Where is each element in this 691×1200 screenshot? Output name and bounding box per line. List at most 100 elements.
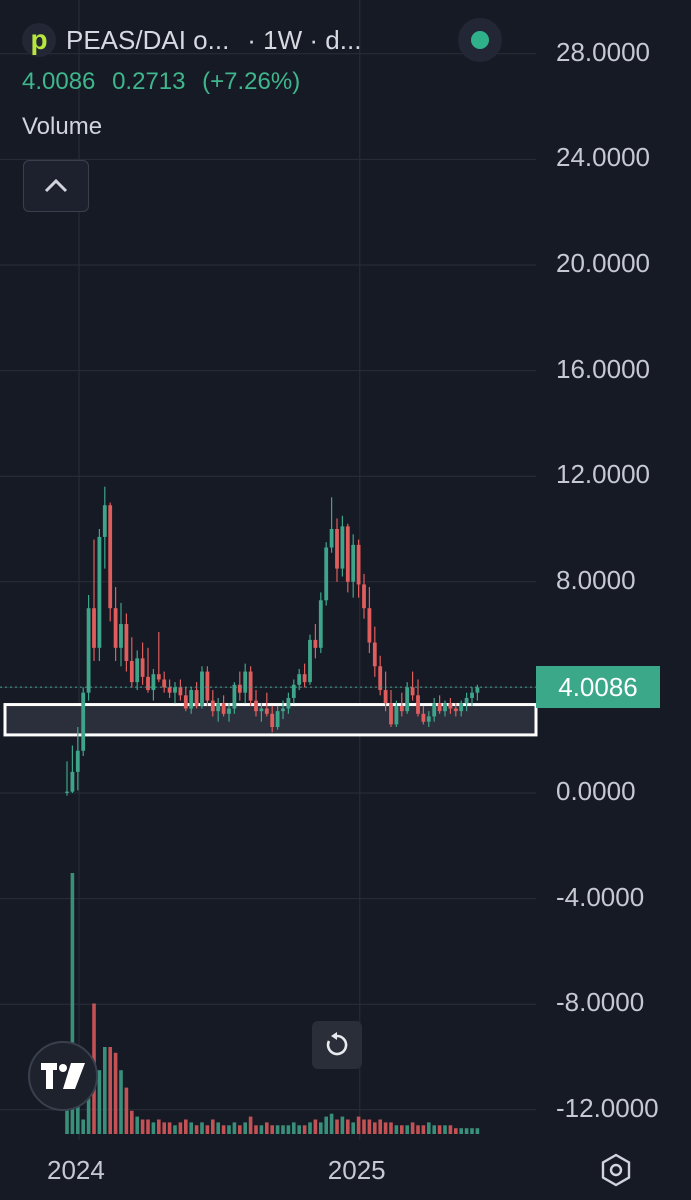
- market-status-indicator[interactable]: [458, 18, 502, 62]
- candle-body: [329, 529, 334, 548]
- candle: [151, 668, 156, 701]
- volume-bar: [200, 1122, 204, 1134]
- candle-body: [129, 661, 134, 683]
- candle-body: [205, 671, 210, 701]
- candle-body: [470, 692, 474, 698]
- candle: [167, 679, 172, 698]
- candle-body: [210, 700, 215, 712]
- volume-bar: [221, 1125, 226, 1134]
- candle: [248, 666, 253, 706]
- candle-body: [178, 687, 183, 696]
- last-price-tag: 4.0086: [536, 666, 660, 708]
- volume-bar: [243, 1122, 247, 1134]
- candle: [119, 602, 123, 667]
- candle-body: [167, 687, 172, 693]
- candle-body: [140, 658, 145, 677]
- candle-body: [259, 708, 264, 712]
- candle-body: [345, 526, 350, 582]
- candle: [81, 687, 86, 757]
- candle-body: [221, 703, 226, 714]
- candle-body: [135, 658, 140, 683]
- volume-bar: [400, 1125, 404, 1134]
- candle: [318, 592, 323, 654]
- candle-body: [389, 703, 393, 725]
- volume-bar: [346, 1119, 350, 1134]
- volume-bar: [248, 1116, 253, 1134]
- volume-bar: [227, 1125, 231, 1134]
- volume-bar: [475, 1128, 480, 1134]
- candle-body: [291, 684, 296, 698]
- candle: [437, 695, 442, 714]
- volume-bar: [432, 1125, 436, 1134]
- volume-bar: [427, 1122, 431, 1134]
- volume-bar: [97, 1070, 102, 1134]
- token-logo-icon[interactable]: p: [22, 23, 56, 57]
- reset-chart-button[interactable]: [312, 1021, 362, 1069]
- tradingview-logo-button[interactable]: [28, 1041, 98, 1111]
- candle-body: [113, 608, 118, 648]
- volume-bar: [119, 1070, 123, 1134]
- candle: [194, 682, 199, 709]
- candle-body: [410, 687, 415, 696]
- candle-body: [367, 608, 372, 643]
- candle: [129, 637, 134, 688]
- candle: [308, 634, 312, 685]
- y-tick-label: 8.0000: [556, 564, 636, 595]
- candle: [232, 682, 237, 714]
- candle-body: [200, 671, 204, 706]
- volume-bar: [130, 1110, 134, 1134]
- volume-bar: [329, 1113, 334, 1134]
- candle: [237, 671, 242, 701]
- volume-bar: [335, 1119, 339, 1134]
- chart-settings-button[interactable]: [596, 1150, 636, 1190]
- candle: [432, 697, 437, 722]
- candle: [394, 700, 399, 727]
- candle-body: [308, 639, 312, 683]
- interval-label[interactable]: · 1W · d...: [247, 24, 362, 55]
- candle-body: [183, 695, 188, 709]
- candle-body: [108, 505, 113, 609]
- candle-body: [421, 713, 426, 722]
- candle: [113, 587, 118, 661]
- candle-body: [459, 703, 464, 712]
- candle-body: [318, 600, 323, 648]
- volume-legend-label[interactable]: Volume: [22, 113, 103, 140]
- candle-body: [216, 703, 221, 712]
- collapse-legend-button[interactable]: [23, 160, 89, 212]
- y-tick-label: -12.0000: [556, 1092, 659, 1123]
- pair-title[interactable]: PEAS/DAI o...: [66, 24, 230, 55]
- candle-body: [97, 536, 102, 648]
- volume-bar: [421, 1125, 426, 1134]
- price-summary: 4.0086 0.2713 (+7.26%): [22, 68, 310, 96]
- last-price-value: 4.0086: [22, 68, 96, 95]
- candle: [302, 663, 307, 688]
- volume-bar: [265, 1122, 269, 1134]
- candlestick-series: [65, 486, 480, 796]
- volume-bar: [103, 1047, 107, 1134]
- candle-body: [243, 671, 248, 693]
- candle-body: [426, 716, 431, 722]
- candle-body: [324, 547, 329, 601]
- volume-bar: [238, 1125, 242, 1134]
- candle: [275, 705, 280, 730]
- candle-body: [437, 703, 442, 712]
- candle: [464, 692, 469, 712]
- candle: [443, 700, 447, 717]
- volume-bar: [389, 1122, 393, 1134]
- volume-bar: [205, 1125, 210, 1134]
- candle-body: [92, 608, 96, 648]
- candle-body: [405, 687, 410, 712]
- volume-bar: [286, 1125, 291, 1134]
- volume-bar: [313, 1119, 318, 1134]
- candle-body: [232, 684, 237, 709]
- candle: [356, 539, 361, 598]
- candle: [135, 650, 140, 691]
- candle: [124, 613, 129, 672]
- candle-body: [399, 705, 404, 712]
- candle: [102, 486, 107, 569]
- volume-bar: [281, 1125, 285, 1134]
- candle: [335, 518, 339, 582]
- candle: [378, 655, 383, 696]
- candle: [313, 624, 318, 659]
